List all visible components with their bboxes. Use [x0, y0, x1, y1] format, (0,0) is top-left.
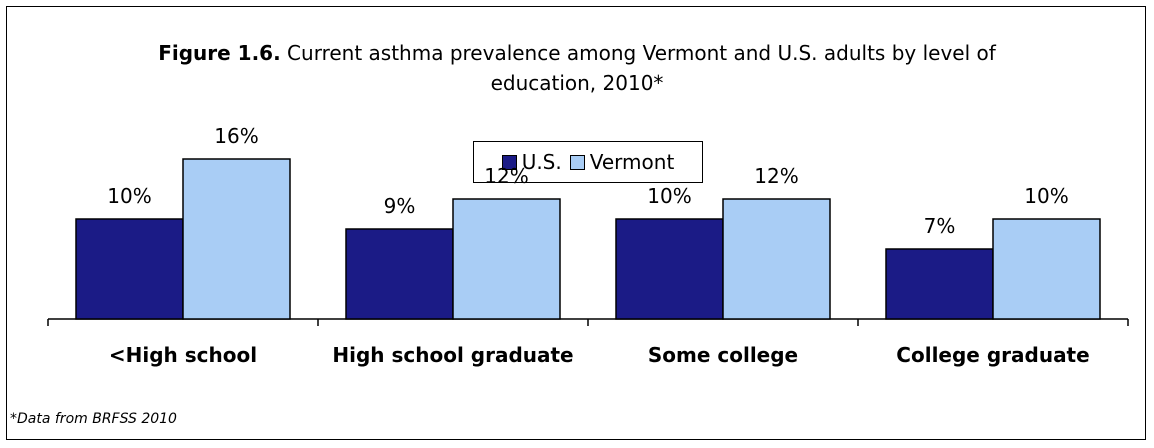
category-label: College graduate [896, 343, 1089, 367]
data-label-vermont: 12% [484, 164, 528, 188]
legend-swatch-vermont [569, 154, 585, 170]
figure-number: Figure 1.6. [158, 41, 281, 65]
data-label-us: 9% [384, 194, 416, 218]
legend-item-us: U.S. [501, 150, 562, 174]
legend-swatch-us [501, 154, 517, 170]
legend-label-us: U.S. [521, 150, 562, 174]
data-label-us: 10% [647, 184, 691, 208]
category-label: Some college [648, 343, 798, 367]
legend: U.S. Vermont [473, 141, 703, 183]
legend-item-vermont: Vermont [569, 150, 675, 174]
footnote: *Data from BRFSS 2010 [10, 411, 177, 427]
category-label: High school graduate [332, 343, 573, 367]
bar-vermont [722, 198, 831, 320]
title-line-2: education, 2010* [490, 71, 664, 95]
bar-us [615, 218, 724, 320]
data-label-us: 10% [107, 184, 151, 208]
bar-us [345, 228, 454, 320]
data-label-vermont: 10% [1024, 184, 1068, 208]
category-label: <High school [109, 343, 257, 367]
bar-us [885, 248, 994, 320]
bar-vermont [452, 198, 561, 320]
chart-frame [6, 6, 1146, 440]
chart-title: Figure 1.6. Current asthma prevalence am… [40, 38, 1114, 98]
bar-vermont [182, 158, 291, 320]
data-label-vermont: 12% [754, 164, 798, 188]
data-label-us: 7% [924, 214, 956, 238]
bar-us [75, 218, 184, 320]
legend-label-vermont: Vermont [589, 150, 675, 174]
title-line-1: Current asthma prevalence among Vermont … [280, 41, 996, 65]
data-label-vermont: 16% [214, 124, 258, 148]
bar-vermont [992, 218, 1101, 320]
